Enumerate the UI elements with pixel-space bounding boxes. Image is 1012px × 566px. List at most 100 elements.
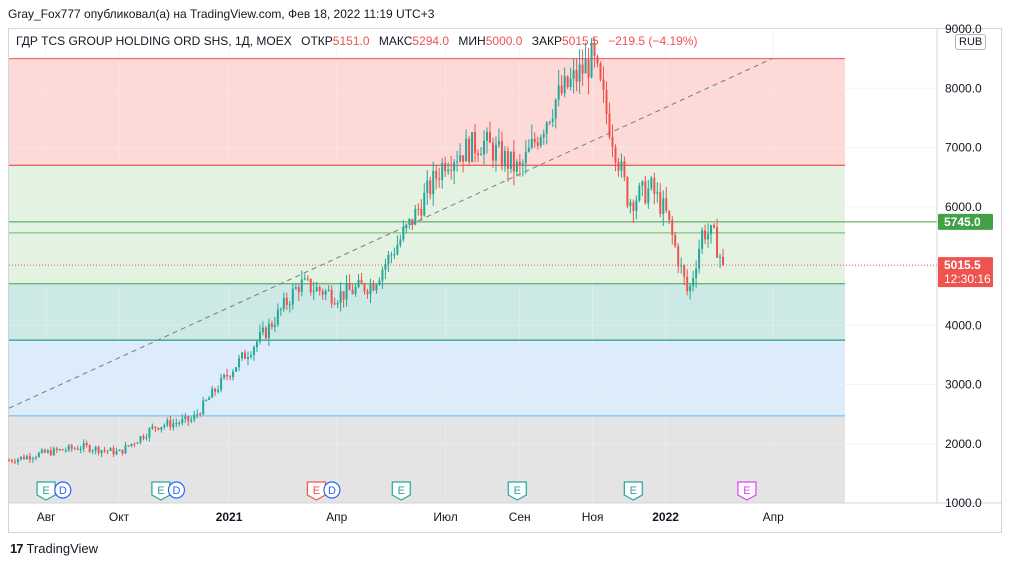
candle-body	[46, 450, 49, 453]
candle-body	[49, 450, 52, 456]
candle-body	[82, 443, 85, 449]
candle-body	[644, 181, 647, 204]
candle-body	[285, 297, 288, 305]
y-tick-label-3: 4000.0	[945, 318, 982, 332]
candle-body	[208, 397, 211, 400]
candle-body	[668, 210, 671, 220]
candle-body	[88, 445, 91, 452]
candle-body	[530, 138, 533, 148]
candle-body	[554, 99, 557, 119]
candle-body	[683, 265, 686, 277]
legend-high-label: МАКС	[378, 34, 413, 48]
candle-body	[276, 309, 279, 325]
y-tick-label-8: 9000.0	[945, 22, 982, 36]
publisher-line: Gray_Fox777 опубликовал(а) на TradingVie…	[8, 7, 435, 21]
candle-body	[542, 133, 545, 138]
candle-body	[578, 64, 581, 82]
price-label-box-1	[938, 257, 993, 288]
candle-body	[345, 283, 348, 300]
footer-brand[interactable]: 17 TradingView	[10, 541, 98, 556]
candle-body	[518, 161, 521, 166]
candle-body	[629, 202, 632, 206]
candle-body	[175, 423, 178, 425]
candle-body	[130, 443, 133, 446]
candle-body	[327, 290, 330, 292]
candle-body	[28, 456, 31, 460]
candle-body	[199, 413, 202, 415]
candle-body	[76, 448, 79, 450]
candle-body	[100, 450, 103, 454]
candle-body	[261, 327, 264, 333]
candle-body	[566, 76, 569, 88]
event-marker-7	[507, 481, 527, 501]
candle-body	[139, 436, 142, 443]
event-marker-5	[323, 481, 341, 499]
candle-body	[226, 374, 229, 377]
footer-brand-text: TradingView	[26, 541, 99, 556]
event-marker-label-3: D	[172, 485, 180, 497]
candle-body	[614, 147, 617, 163]
event-marker-1	[54, 481, 72, 499]
candle-body	[698, 248, 701, 269]
candle-body	[94, 446, 97, 451]
candle-body	[420, 208, 423, 216]
currency-button[interactable]: RUB	[955, 34, 987, 50]
candle-body	[456, 161, 459, 163]
candle-body	[551, 118, 554, 122]
candle-body	[459, 155, 462, 162]
candle-body	[396, 245, 399, 255]
candle-body	[477, 153, 480, 155]
candle-body	[309, 278, 312, 293]
event-marker-0	[36, 481, 56, 501]
legend-close-label: ЗАКР	[531, 34, 563, 48]
candle-body	[656, 192, 659, 194]
candle-body	[536, 142, 539, 146]
candle-body	[378, 280, 381, 285]
candle-body	[465, 138, 468, 162]
candle-body	[608, 113, 611, 137]
candle-body	[605, 89, 608, 114]
candle-body	[10, 460, 13, 462]
candle-body	[369, 283, 372, 295]
candle-body	[662, 198, 665, 214]
candle-body	[178, 422, 181, 424]
event-marker-label-0: E	[42, 485, 49, 497]
candle-body	[306, 278, 309, 280]
candle-body	[202, 400, 205, 415]
candle-body	[626, 177, 629, 206]
candle-body	[169, 420, 172, 428]
candle-body	[701, 230, 704, 249]
event-marker-8	[623, 481, 643, 501]
candle-body	[429, 180, 432, 195]
candle-body	[288, 304, 291, 306]
candle-body	[417, 208, 420, 210]
candle-body	[273, 324, 276, 327]
candle-body	[43, 449, 46, 453]
candle-body	[91, 450, 94, 452]
candle-body	[560, 85, 563, 94]
candle-body	[722, 256, 725, 266]
candle-body	[474, 132, 477, 154]
candle-body	[211, 388, 214, 398]
candle-body	[680, 265, 683, 267]
candle-body	[205, 399, 208, 401]
candle-body	[650, 178, 653, 189]
y-tick-label-7: 8000.0	[945, 81, 982, 95]
event-marker-6	[391, 481, 411, 501]
candle-body	[468, 138, 471, 163]
candle-body	[384, 264, 387, 270]
candle-body	[70, 445, 73, 449]
candle-body	[258, 332, 261, 342]
candle-body	[581, 64, 584, 74]
y-tick-label-6: 7000.0	[945, 141, 982, 155]
candle-body	[623, 161, 626, 178]
candle-body	[232, 371, 235, 378]
candle-body	[587, 59, 590, 78]
event-marker-label-6: E	[398, 485, 405, 497]
zone-0	[9, 58, 845, 166]
candle-body	[118, 449, 121, 451]
candle-body	[483, 140, 486, 155]
candle-body	[641, 181, 644, 186]
legend-low-label: МИН	[458, 34, 486, 48]
